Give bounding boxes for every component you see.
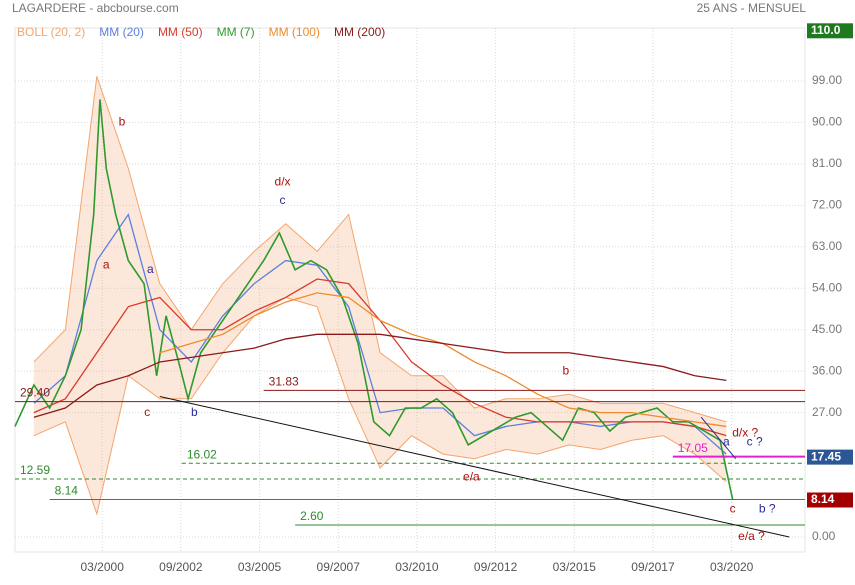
y-tick-label: 81.00 bbox=[812, 156, 842, 170]
level-label: 12.59 bbox=[20, 463, 50, 477]
y-tick-label: 54.00 bbox=[812, 280, 842, 294]
legend-entry: MM (50) bbox=[158, 25, 203, 39]
level-label: 17.05 bbox=[678, 441, 708, 455]
y-tick-label: 27.00 bbox=[812, 405, 842, 419]
level-label: 29.40 bbox=[20, 386, 50, 400]
wave-label: d/x bbox=[275, 174, 291, 188]
wave-label: c ? bbox=[747, 435, 763, 449]
price-tag bbox=[807, 23, 853, 39]
bollinger-upper bbox=[33, 76, 727, 423]
wave-label: d/x ? bbox=[732, 426, 758, 440]
chart-title: LAGARDERE - abcbourse.com bbox=[12, 1, 179, 15]
wave-label: a bbox=[103, 257, 110, 271]
price-tag bbox=[807, 492, 853, 508]
x-tick-label: 09/2002 bbox=[159, 560, 203, 574]
ma-line bbox=[33, 213, 727, 455]
plot-frame bbox=[14, 27, 806, 553]
wave-label: c bbox=[144, 405, 150, 419]
wave-label: e/a bbox=[463, 469, 480, 483]
price-tag-label: 110.0 bbox=[811, 23, 841, 37]
wave-label: e/a ? bbox=[738, 529, 765, 543]
x-tick-label: 03/2005 bbox=[238, 560, 282, 574]
legend-entry: MM (7) bbox=[217, 25, 255, 39]
x-tick-label: 09/2007 bbox=[317, 560, 361, 574]
wave-label: a bbox=[147, 262, 154, 276]
y-tick-label: 63.00 bbox=[812, 239, 842, 253]
price-tag-label: 17.45 bbox=[811, 449, 841, 463]
legend-entry: MM (100) bbox=[269, 25, 320, 39]
bollinger-fill bbox=[33, 76, 727, 514]
legend-entry: BOLL (20, 2) bbox=[17, 25, 85, 39]
y-tick-label: 45.00 bbox=[812, 322, 842, 336]
trend-line bbox=[159, 396, 790, 538]
y-tick-label: 99.00 bbox=[812, 73, 842, 87]
price-tag bbox=[807, 449, 853, 465]
x-tick-label: 09/2012 bbox=[474, 560, 518, 574]
price-tag-label: 8.14 bbox=[811, 492, 835, 506]
ma-line bbox=[14, 99, 734, 500]
x-tick-label: 03/2000 bbox=[80, 560, 124, 574]
wave-label: b bbox=[119, 115, 126, 129]
x-tick-label: 03/2010 bbox=[395, 560, 439, 574]
legend-entry: MM (200) bbox=[334, 25, 385, 39]
y-tick-label: 36.00 bbox=[812, 363, 842, 377]
chart-subtitle: 25 ANS - MENSUEL bbox=[697, 1, 807, 15]
wave-label: b ? bbox=[759, 502, 776, 516]
legend-entry: MM (20) bbox=[99, 25, 144, 39]
y-tick-label: 90.00 bbox=[812, 115, 842, 129]
wave-label: b bbox=[562, 363, 569, 377]
x-tick-label: 03/2015 bbox=[553, 560, 597, 574]
trend-line bbox=[700, 416, 737, 460]
y-tick-label: 72.00 bbox=[812, 198, 842, 212]
x-tick-label: 03/2020 bbox=[710, 560, 754, 574]
wave-label: a bbox=[723, 435, 730, 449]
level-label: 16.02 bbox=[187, 447, 217, 461]
level-label: 31.83 bbox=[269, 375, 299, 389]
wave-label: b bbox=[191, 405, 198, 419]
wave-label: c bbox=[280, 193, 286, 207]
ma-line bbox=[33, 333, 727, 418]
bollinger-lower bbox=[33, 296, 727, 516]
y-tick-label: 0.00 bbox=[812, 529, 836, 543]
wave-label: c bbox=[730, 502, 736, 516]
x-tick-label: 09/2017 bbox=[631, 560, 675, 574]
level-label: 2.60 bbox=[300, 509, 324, 523]
level-label: 8.14 bbox=[55, 484, 79, 498]
